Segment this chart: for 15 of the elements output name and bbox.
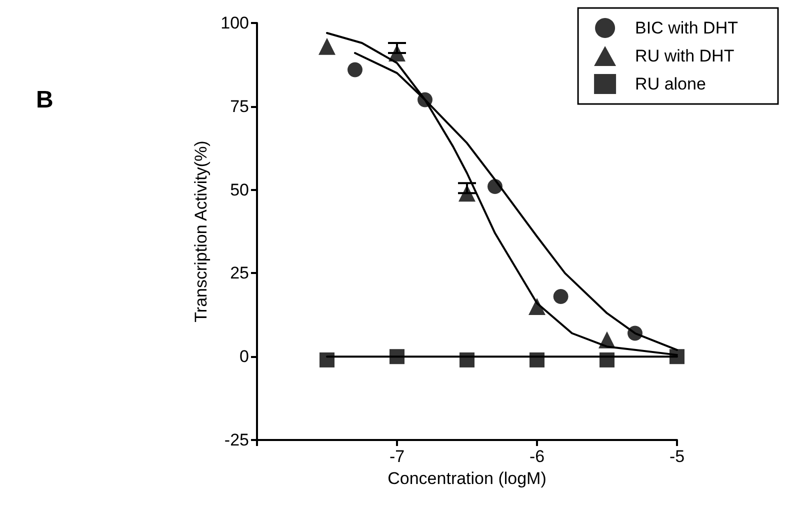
y-tick-label: -25 (224, 430, 249, 450)
y-tick-label: 100 (220, 14, 249, 32)
text: B (36, 86, 54, 114)
y-tick-label: 25 (230, 264, 249, 283)
y-tick-label: 50 (230, 180, 249, 200)
x-tick-label: -7 (389, 447, 405, 466)
legend-label: BIC with DHT (635, 18, 738, 38)
x-tick-label: -5 (669, 447, 685, 466)
x-tick-label: -6 (529, 447, 545, 466)
y-axis-title: Transcription Activity(%) (192, 140, 211, 322)
y-tick-label: 75 (230, 96, 249, 116)
x-axis-title: Concentration (logM) (388, 469, 546, 488)
y-tick-label: 0 (240, 347, 249, 366)
legend-label: RU with DHT (635, 46, 734, 66)
legend-label: RU alone (635, 74, 706, 94)
